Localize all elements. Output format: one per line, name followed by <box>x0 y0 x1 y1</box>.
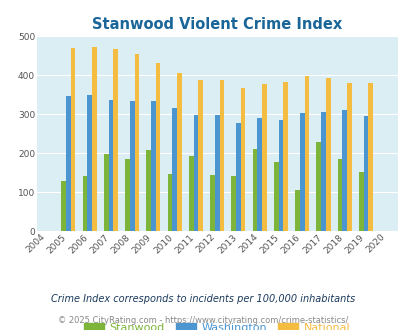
Text: Crime Index corresponds to incidents per 100,000 inhabitants: Crime Index corresponds to incidents per… <box>51 294 354 304</box>
Bar <box>252 149 257 231</box>
Bar <box>278 120 283 231</box>
Bar <box>108 100 113 231</box>
Bar <box>66 96 70 231</box>
Bar <box>151 101 156 231</box>
Legend: Stanwood, Washington, National: Stanwood, Washington, National <box>79 318 354 330</box>
Bar <box>315 142 320 231</box>
Bar <box>257 118 261 231</box>
Bar <box>231 176 236 231</box>
Bar <box>363 116 367 231</box>
Bar <box>320 112 325 231</box>
Bar <box>83 177 87 231</box>
Text: © 2025 CityRating.com - https://www.cityrating.com/crime-statistics/: © 2025 CityRating.com - https://www.city… <box>58 315 347 325</box>
Bar <box>273 162 278 231</box>
Bar <box>87 95 92 231</box>
Bar <box>193 115 198 231</box>
Bar <box>337 159 341 231</box>
Bar <box>156 63 160 231</box>
Bar <box>240 88 245 231</box>
Title: Stanwood Violent Crime Index: Stanwood Violent Crime Index <box>92 17 341 32</box>
Bar <box>236 123 240 231</box>
Bar <box>188 156 193 231</box>
Bar <box>172 108 177 231</box>
Bar <box>294 190 299 231</box>
Bar <box>61 181 66 231</box>
Bar <box>261 84 266 231</box>
Bar <box>70 48 75 231</box>
Bar <box>283 82 287 231</box>
Bar <box>367 83 372 231</box>
Bar <box>325 78 330 231</box>
Bar <box>358 172 363 231</box>
Bar <box>299 113 304 231</box>
Bar <box>214 115 219 231</box>
Bar <box>130 101 134 231</box>
Bar <box>341 110 346 231</box>
Bar <box>125 159 130 231</box>
Bar <box>346 83 351 231</box>
Bar <box>177 73 181 231</box>
Bar <box>167 174 172 231</box>
Bar <box>104 154 108 231</box>
Bar <box>113 49 118 231</box>
Bar <box>219 80 224 231</box>
Bar <box>198 80 202 231</box>
Bar <box>134 54 139 231</box>
Bar <box>92 47 96 231</box>
Bar <box>210 175 214 231</box>
Bar <box>146 150 151 231</box>
Bar <box>304 76 309 231</box>
